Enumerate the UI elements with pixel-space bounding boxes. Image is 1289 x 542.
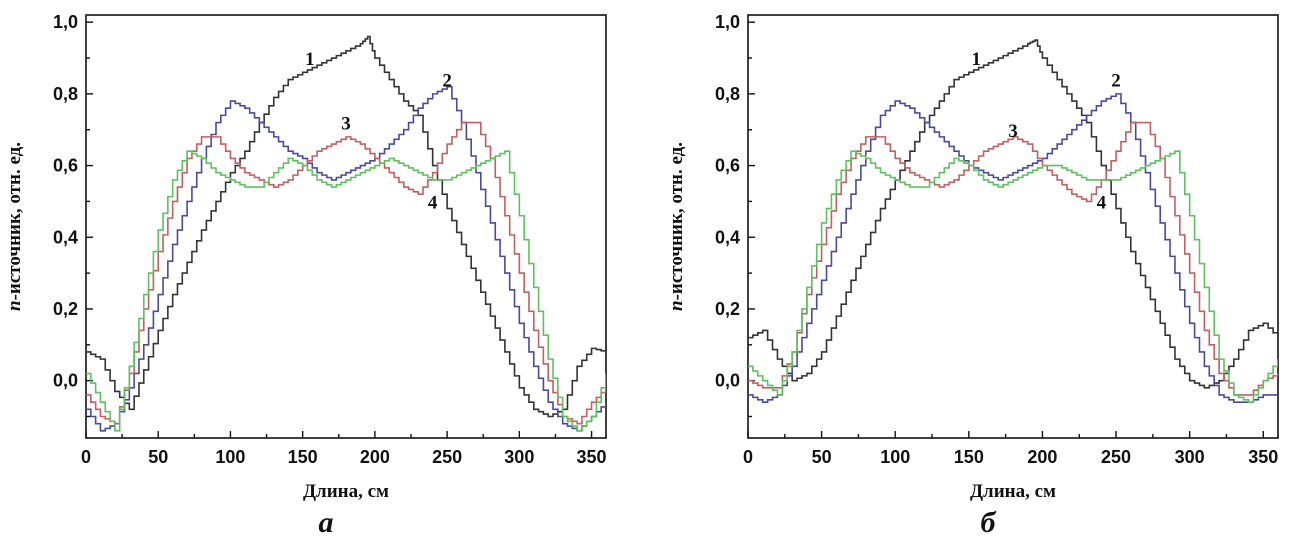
chart-a-xtick-label: 0	[81, 447, 91, 467]
chart-b-svg: 0 50 100 150 200 250 300 350 0,0 0,2 0,4 0,6 0,8 1,0 Д…	[666, 12, 1279, 539]
chart-panel-b: 0 50 100 150 200 250 300 350 0,0 0,2 0,4 0,6 0,8 1,0 Д…	[662, 0, 1289, 542]
chart-a-svg: 0 50 100 150 200 250 300 350 0,0 0,2 0,4 0,6 0,8 1,0 Д…	[4, 12, 607, 539]
chart-a-xtick-label: 350	[577, 447, 607, 467]
chart-a-curve-label-4: 4	[428, 193, 438, 214]
chart-a-ytick-label: 0,8	[53, 84, 78, 104]
chart-a-ytick-label: 0,0	[53, 371, 78, 391]
chart-a-ytick-label: 0,4	[53, 227, 78, 247]
chart-b-ytick-label: 0,0	[715, 371, 740, 391]
chart-b-xtick-label: 50	[812, 447, 832, 467]
chart-a-xtick-label: 150	[288, 447, 318, 467]
chart-b-ytick-label: 0,2	[715, 299, 740, 319]
chart-a-xtick-label: 50	[148, 447, 168, 467]
chart-a-curve-label-2: 2	[442, 71, 452, 92]
chart-b-series-group	[748, 39, 1278, 403]
chart-panel-a: 0 50 100 150 200 250 300 350 0,0 0,2 0,4 0,6 0,8 1,0 Д…	[0, 0, 640, 542]
chart-a-curve-label-3: 3	[341, 114, 351, 135]
chart-b-series-2	[748, 93, 1278, 403]
chart-b-xtick-label: 100	[880, 447, 910, 467]
chart-b-curve-label-4: 4	[1097, 193, 1107, 214]
chart-b-xtick-label: 200	[1027, 447, 1057, 467]
chart-a-series-group	[86, 35, 606, 432]
chart-b-panel-letter: б	[981, 506, 997, 539]
chart-a-frame	[85, 14, 607, 439]
chart-a-series-1	[86, 35, 606, 418]
chart-b-ytick-label: 1,0	[715, 12, 740, 32]
chart-b-curve-label-3: 3	[1008, 121, 1018, 142]
chart-a-ylabel: n-источник, отн. ед.	[4, 142, 25, 311]
chart-b-xtick-label: 300	[1175, 447, 1205, 467]
chart-a-xtick-label: 300	[504, 447, 534, 467]
chart-b-curve-label-1: 1	[971, 49, 981, 70]
chart-a-xlabel: Длина, см	[303, 481, 389, 502]
chart-a-ytick-label: 0,2	[53, 299, 78, 319]
chart-a-series-4	[86, 150, 606, 432]
chart-b-xtick-label: 150	[954, 447, 984, 467]
chart-b-series-3	[748, 121, 1278, 396]
chart-b-ylabel-rest: -источник, отн. ед.	[666, 142, 687, 300]
chart-a-series-3	[86, 121, 606, 425]
chart-b-xtick-label: 250	[1101, 447, 1131, 467]
chart-b-curve-label-2: 2	[1111, 71, 1121, 92]
chart-b-xtick-label: 350	[1248, 447, 1278, 467]
chart-a-xtick-label: 100	[215, 447, 245, 467]
chart-b-series-1	[748, 39, 1278, 389]
chart-b-ylabel: n-источник, отн. ед.	[666, 142, 687, 311]
chart-b-ytick-label: 0,6	[715, 156, 740, 176]
chart-b-xlabel: Длина, см	[970, 481, 1056, 502]
chart-b-frame	[747, 14, 1279, 439]
chart-a-ytick-label: 0,6	[53, 156, 78, 176]
chart-a-panel-letter: а	[319, 506, 334, 539]
chart-b-xtick-label: 0	[743, 447, 753, 467]
chart-a-ylabel-symbol: n	[4, 300, 25, 311]
chart-a-xtick-label: 200	[360, 447, 390, 467]
chart-a-xtick-label: 250	[432, 447, 462, 467]
chart-a-ytick-label: 1,0	[53, 12, 78, 32]
chart-b-series-4	[748, 150, 1278, 403]
chart-b-ytick-label: 0,4	[715, 227, 740, 247]
chart-b-ylabel-symbol: n	[666, 300, 687, 311]
chart-a-curve-label-1: 1	[305, 49, 315, 70]
chart-a-ylabel-rest: -источник, отн. ед.	[4, 142, 25, 300]
chart-a-series-2	[86, 85, 606, 432]
chart-b-ytick-label: 0,8	[715, 84, 740, 104]
